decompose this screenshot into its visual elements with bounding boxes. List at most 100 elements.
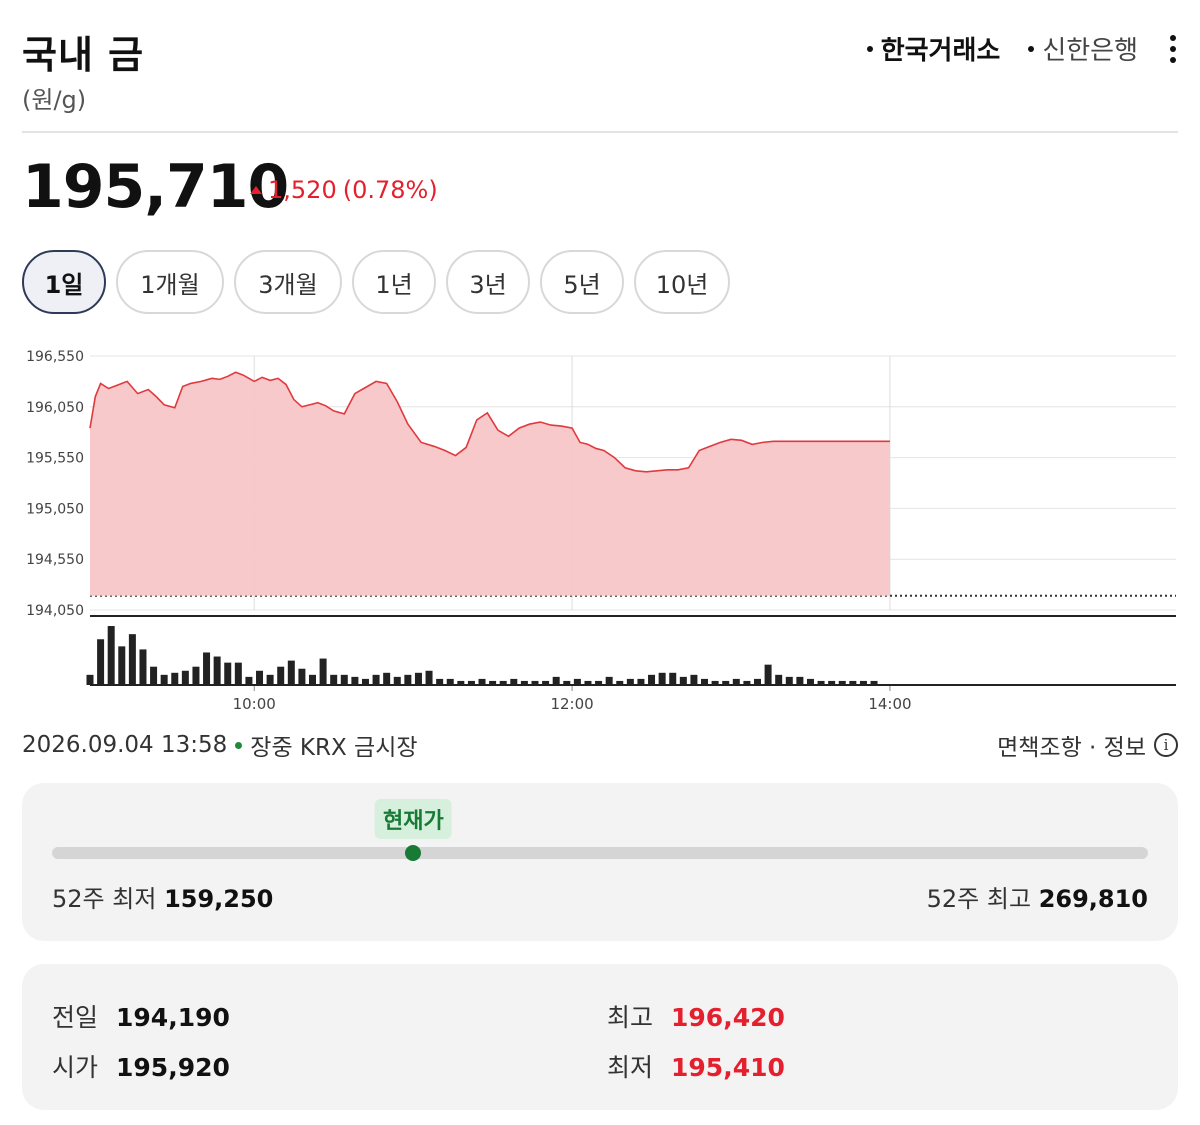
volume-bar xyxy=(817,680,825,685)
stat-label: 최저 xyxy=(607,1053,654,1082)
volume-bar xyxy=(531,680,539,685)
price-chart[interactable]: 10:00 12:00 14:00 196,550 196,050 195,550 195… xyxy=(0,340,1200,720)
volume-bar xyxy=(171,672,179,685)
stat-value: 194,190 xyxy=(116,1003,230,1032)
52week-low-label: 52주 최저 xyxy=(52,885,157,913)
volume-bar xyxy=(542,680,550,685)
volume-bar xyxy=(181,670,189,685)
price-stats-card: 전일 194,190 시가 195,920 최고 196,420 최저 195,… xyxy=(22,964,1178,1110)
volume-bar xyxy=(256,670,264,685)
volume-bar xyxy=(764,664,772,685)
market-status: 장중 KRX 금시장 xyxy=(250,735,418,761)
volume-bar xyxy=(690,674,698,685)
volume-bar xyxy=(584,680,592,685)
volume-bar xyxy=(266,674,274,685)
x-tick-label: 10:00 xyxy=(233,695,276,713)
up-triangle-icon xyxy=(250,186,262,194)
volume-bar xyxy=(785,676,793,685)
volume-bar xyxy=(637,678,645,685)
volume-bar xyxy=(404,674,412,685)
live-status-icon xyxy=(235,741,243,749)
source-tabs: 한국거래소 신한은행 xyxy=(866,30,1180,67)
volume-bar xyxy=(711,680,719,685)
volume-bar xyxy=(828,680,836,685)
volume-bar xyxy=(118,646,126,685)
52week-high-label: 52주 최고 xyxy=(926,885,1032,913)
volume-bar xyxy=(701,678,709,685)
volume-bar xyxy=(128,634,136,685)
stat-value: 195,920 xyxy=(116,1053,230,1082)
volume-bar xyxy=(573,678,581,685)
volume-bar xyxy=(520,680,528,685)
period-button-3m[interactable]: 3개월 xyxy=(234,250,342,314)
stat-label: 전일 xyxy=(52,1003,99,1032)
52week-low: 52주 최저 159,250 xyxy=(52,879,273,914)
disclaimer-link[interactable]: 면책조항 · 정보 i xyxy=(997,728,1178,762)
volume-bar xyxy=(192,666,200,685)
52week-range-card: 현재가 52주 최저 159,250 52주 최고 269,810 xyxy=(22,783,1178,941)
volume-bar xyxy=(595,680,603,685)
volume-bar xyxy=(478,678,486,685)
change-percent: (0.78%) xyxy=(342,176,438,204)
stat-low: 최저 195,410 xyxy=(607,1048,785,1084)
volume-bar xyxy=(743,680,751,685)
volume-bar xyxy=(499,680,507,685)
price-change: 1,520 (0.78%) xyxy=(250,176,438,204)
y-tick-label: 194,050 xyxy=(26,603,84,619)
volume-bar xyxy=(849,680,857,685)
x-tick-label: 14:00 xyxy=(868,695,911,713)
volume-bar xyxy=(753,678,761,685)
period-button-1m[interactable]: 1개월 xyxy=(116,250,224,314)
volume-bar xyxy=(340,674,348,685)
period-button-10y[interactable]: 10년 xyxy=(634,250,730,314)
bullet-icon xyxy=(1028,45,1035,52)
volume-bar xyxy=(510,678,518,685)
52week-low-value: 159,250 xyxy=(164,885,274,913)
source-tab-krx[interactable]: 한국거래소 xyxy=(866,30,1000,67)
volume-bar xyxy=(393,676,401,685)
stat-open: 시가 195,920 xyxy=(52,1048,230,1084)
volume-bar xyxy=(414,672,422,685)
volume-bar xyxy=(160,674,168,685)
volume-bar xyxy=(669,672,677,685)
volume-bar xyxy=(361,678,369,685)
price-line xyxy=(89,371,890,473)
volume-bar xyxy=(107,626,115,685)
volume-bar xyxy=(224,662,232,685)
volume-bar xyxy=(203,652,211,685)
more-menu-icon[interactable] xyxy=(1166,34,1180,63)
page-title: 국내 금 xyxy=(22,33,145,77)
volume-bar xyxy=(722,680,730,685)
volume-bar xyxy=(859,680,867,685)
volume-bar xyxy=(287,660,295,685)
period-button-5y[interactable]: 5년 xyxy=(540,250,624,314)
volume-bar xyxy=(563,680,571,685)
volume-bar xyxy=(245,676,253,685)
period-selector: 1일 1개월 3개월 1년 3년 5년 10년 xyxy=(22,250,730,314)
period-button-1d[interactable]: 1일 xyxy=(22,250,106,314)
stat-value: 196,420 xyxy=(671,1003,785,1032)
volume-bar xyxy=(626,678,634,685)
volume-bar xyxy=(616,680,624,685)
volume-bar xyxy=(648,674,656,685)
volume-bar xyxy=(372,674,380,685)
stat-prev-close: 전일 194,190 xyxy=(52,998,230,1034)
volume-bar xyxy=(330,674,338,685)
info-icon[interactable]: i xyxy=(1154,733,1178,757)
volume-bar xyxy=(234,662,242,685)
y-tick-label: 195,550 xyxy=(26,451,84,467)
bullet-icon xyxy=(866,45,873,52)
volume-bar xyxy=(806,678,814,685)
period-button-3y[interactable]: 3년 xyxy=(446,250,530,314)
volume-bar xyxy=(436,678,444,685)
volume-bar xyxy=(319,658,327,685)
source-tab-shinhan[interactable]: 신한은행 xyxy=(1028,30,1138,67)
price-area xyxy=(90,372,890,596)
52week-high: 52주 최고 269,810 xyxy=(927,879,1148,914)
current-price: 195,710 xyxy=(22,152,289,222)
52week-high-value: 269,810 xyxy=(1038,885,1148,913)
volume-bar xyxy=(277,666,285,685)
market-meta: 2026.09.04 13:58 장중 KRX 금시장 xyxy=(22,728,418,762)
period-button-1y[interactable]: 1년 xyxy=(352,250,436,314)
volume-bar xyxy=(308,674,316,685)
